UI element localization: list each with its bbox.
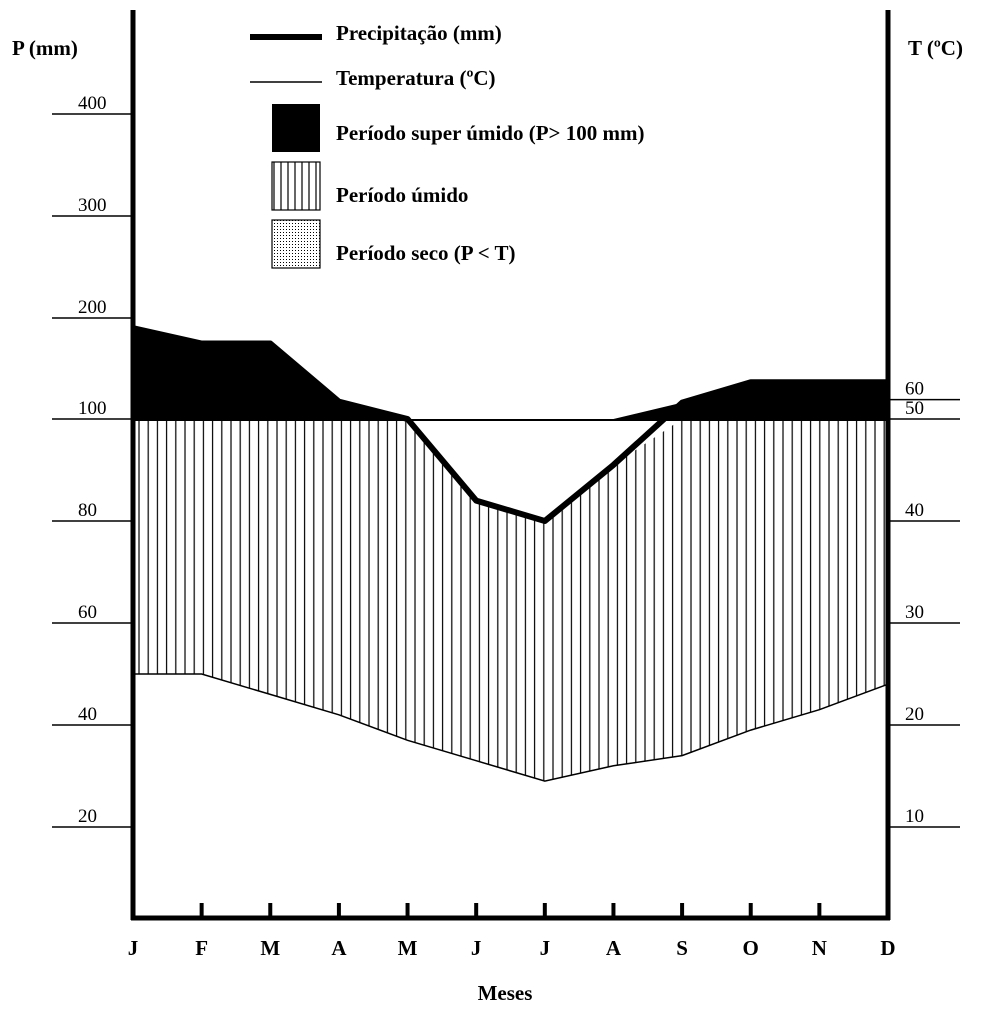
super-humid-period-area	[133, 328, 888, 420]
month-label-1: F	[195, 936, 208, 960]
month-label-0: J	[128, 936, 139, 960]
left-tick-label-400: 400	[78, 93, 107, 114]
data-lines	[132, 325, 889, 782]
right-tick-label-30: 30	[905, 602, 924, 623]
month-label-8: S	[676, 936, 688, 960]
right-axis-title: T (ºC)	[908, 36, 963, 60]
left-tick-label-200: 200	[78, 297, 107, 318]
right-tick-label-40: 40	[905, 500, 924, 521]
legend: Precipitação (mm) Temperatura (ºC) Perío…	[250, 21, 644, 269]
period-fills	[133, 328, 888, 782]
month-label-11: D	[880, 936, 895, 960]
temperature-line	[133, 673, 889, 782]
humid-period-area	[133, 419, 888, 782]
left-tick-label-300: 300	[78, 195, 107, 216]
right-tick-label-10: 10	[905, 806, 924, 827]
legend-precipitation-label: Precipitação (mm)	[336, 21, 502, 45]
left-tick-label-40: 40	[78, 704, 97, 725]
left-tick-label-100: 100	[78, 398, 107, 419]
right-tick-label-60: 60	[905, 379, 924, 400]
legend-dry-label: Período seco (P < T)	[336, 241, 516, 265]
month-label-4: M	[398, 936, 418, 960]
legend-super-humid-label: Período super úmido (P> 100 mm)	[336, 121, 644, 145]
precipitation-line	[132, 325, 888, 524]
month-label-7: A	[606, 936, 622, 960]
legend-humid-label: Período úmido	[336, 183, 468, 207]
left-tick-label-60: 60	[78, 602, 97, 623]
month-label-6: J	[540, 936, 551, 960]
legend-humid-swatch	[271, 161, 321, 211]
left-tick-label-80: 80	[78, 500, 97, 521]
right-tick-label-50: 50	[905, 398, 924, 419]
left-tick-label-20: 20	[78, 806, 97, 827]
month-label-2: M	[260, 936, 280, 960]
left-axis-title: P (mm)	[12, 36, 78, 60]
legend-dry-swatch	[271, 219, 321, 269]
legend-super-humid-swatch	[272, 104, 320, 152]
legend-temperature-label: Temperatura (ºC)	[336, 66, 496, 90]
axes	[130, 10, 891, 921]
month-label-9: O	[743, 936, 759, 960]
x-axis-title: Meses	[478, 981, 533, 1005]
right-tick-label-20: 20	[905, 704, 924, 725]
month-label-5: J	[471, 936, 482, 960]
month-label-3: A	[331, 936, 347, 960]
month-label-10: N	[812, 936, 827, 960]
